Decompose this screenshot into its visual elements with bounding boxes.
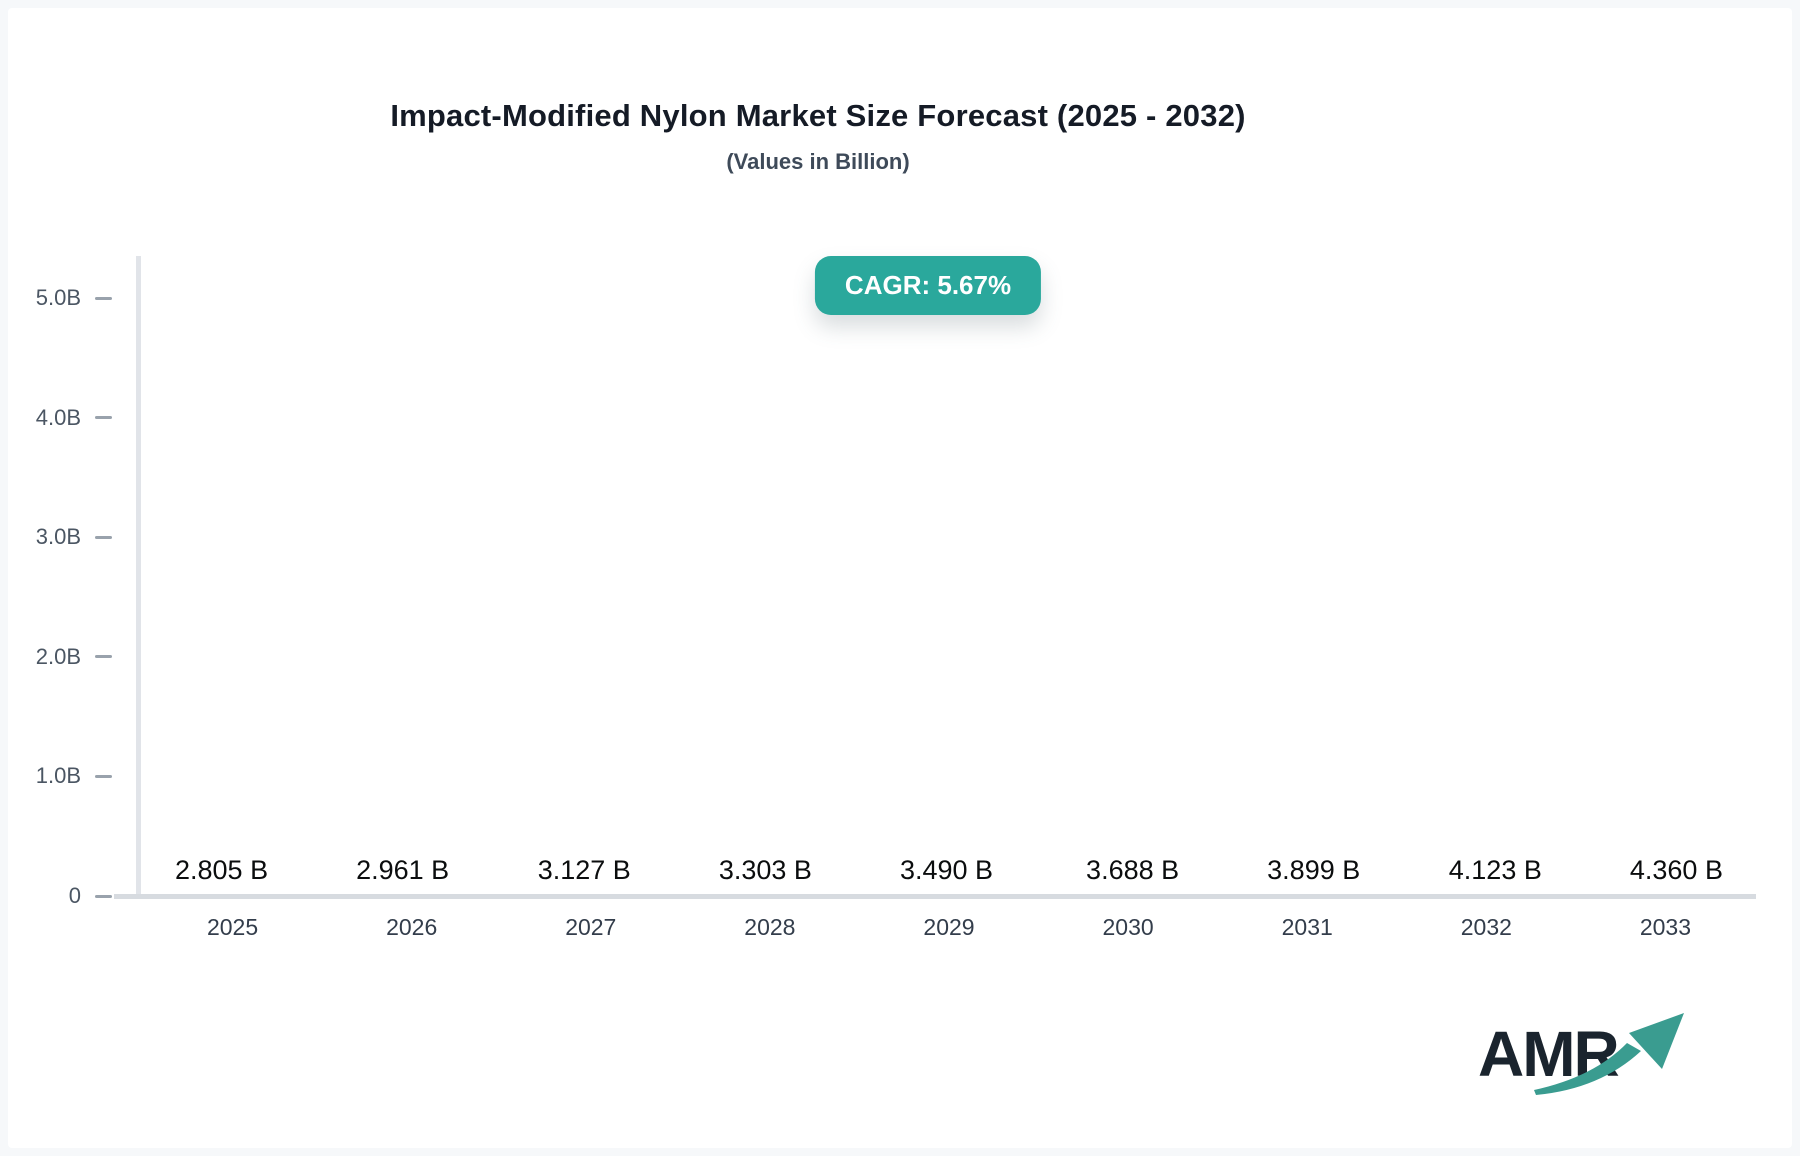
bar-value-label: 3.303 B xyxy=(718,855,812,885)
y-axis-tick-mark xyxy=(95,655,112,659)
y-axis-tick-label: 1.0B xyxy=(35,763,81,789)
y-axis-line xyxy=(136,256,141,898)
chart-title: Impact-Modified Nylon Market Size Foreca… xyxy=(390,98,1246,133)
x-axis-label: 2029 xyxy=(923,914,975,940)
bar-value-label: 4.360 B xyxy=(1629,855,1723,885)
bar-value-label: 3.490 B xyxy=(899,855,994,885)
chart-subtitle: (Values in Billion) xyxy=(726,149,910,174)
y-axis-tick: 1.0B xyxy=(25,763,120,789)
x-axis-line xyxy=(114,894,1756,899)
y-axis-tick-label: 2.0B xyxy=(35,643,81,669)
y-axis-tick-label: 4.0B xyxy=(35,404,81,430)
y-axis-tick-label: 3.0B xyxy=(35,524,81,550)
y-axis-tick-mark xyxy=(95,416,112,420)
y-axis-tick-mark xyxy=(95,894,112,898)
bar-value-label: 3.899 B xyxy=(1267,855,1361,885)
y-axis-tick: 3.0B xyxy=(25,524,120,550)
growth-arrow-icon-tail xyxy=(1534,1043,1641,1095)
plot-area: 2.805 B 2.961 B 3.127 B 3.303 B 3.490 B 3.688… xyxy=(143,298,1755,899)
bar-value-label: 4.123 B xyxy=(1448,855,1542,885)
chart-header: Impact-Modified Nylon Market Size Foreca… xyxy=(8,8,1628,175)
y-axis-tick-label: 5.0B xyxy=(35,285,81,310)
y-axis-tick: 0 xyxy=(25,883,120,909)
x-axis-labels: 2025 2026 2027 2028 2029 2030 2031 2032 2033 xyxy=(143,914,1755,941)
y-axis-tick-mark xyxy=(95,296,112,300)
y-axis-tick: 4.0B xyxy=(25,405,120,431)
bar-value-label: 3.127 B xyxy=(537,855,631,885)
x-axis-label: 2030 xyxy=(1102,914,1154,940)
bar-value-label: 3.688 B xyxy=(1086,855,1180,885)
x-axis-label: 2027 xyxy=(565,914,617,940)
growth-arrow-icon-head xyxy=(1629,1013,1684,1069)
amr-logo-graphic: AMR xyxy=(1478,1013,1684,1095)
x-axis-label: 2025 xyxy=(206,914,259,940)
bar-value-label: 2.961 B xyxy=(356,855,450,885)
x-axis-label: 2033 xyxy=(1639,914,1692,940)
y-axis-tick-mark xyxy=(95,774,112,778)
x-axis-label: 2028 xyxy=(744,914,796,940)
bar-value-label: 2.805 B xyxy=(175,855,269,885)
bars-container: 2.805 B 2.961 B 3.127 B 3.303 B 3.490 B 3.688… xyxy=(143,298,1755,899)
x-axis-label: 2032 xyxy=(1460,914,1512,940)
y-axis-ticks: 5.0B 4.0B 3.0B 2.0B 1.0B 0 xyxy=(8,285,120,908)
y-axis-tick-label: 0 xyxy=(68,883,81,908)
x-axis-label: 2031 xyxy=(1281,914,1333,940)
y-axis-tick: 5.0B xyxy=(25,285,120,311)
y-axis-tick: 2.0B xyxy=(25,644,120,670)
chart-card: Impact-Modified Nylon Market Size Foreca… xyxy=(8,8,1792,1148)
y-axis-tick-mark xyxy=(95,535,112,539)
amr-logo: AMR xyxy=(1478,1004,1698,1104)
x-axis-label: 2026 xyxy=(386,914,438,940)
cagr-badge: CAGR: 5.67% xyxy=(814,256,1042,315)
